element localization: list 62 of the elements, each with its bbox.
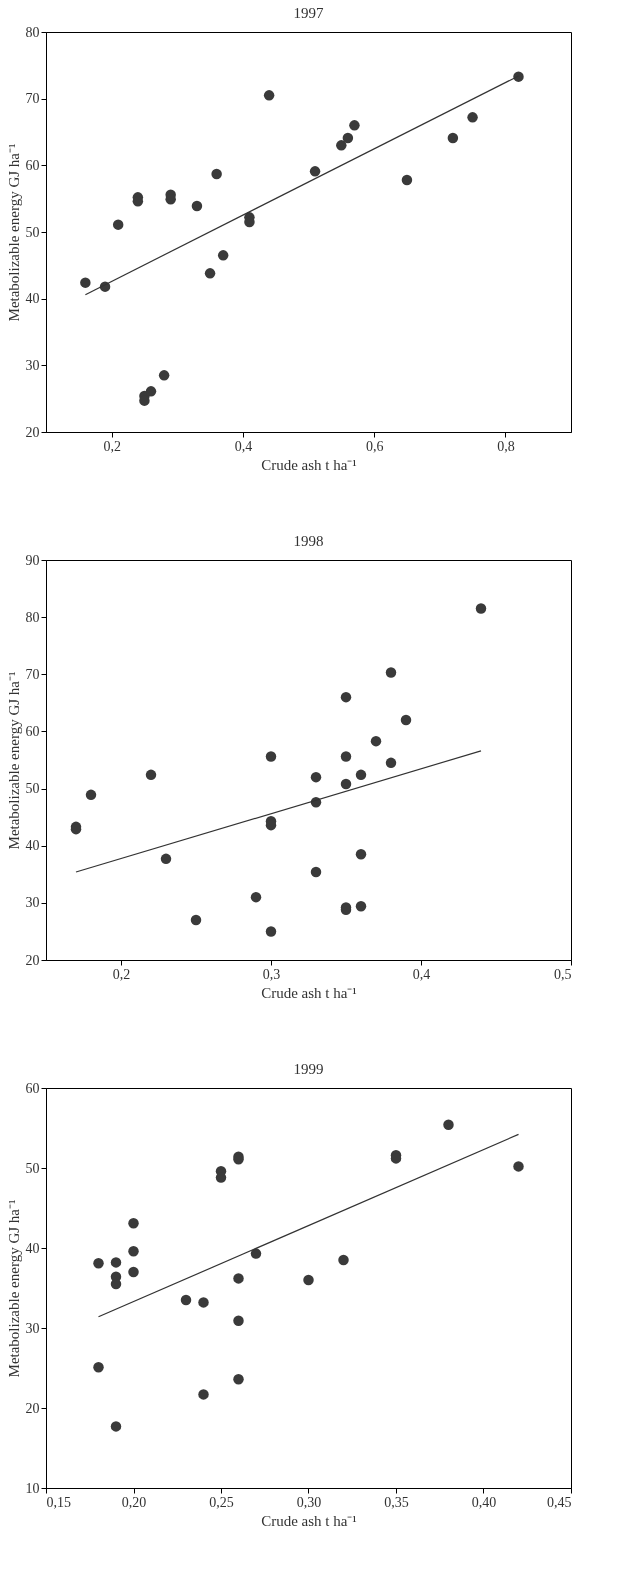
- y-tick-label: 50: [25, 781, 40, 797]
- y-tick-label: 80: [25, 609, 40, 625]
- x-tick-label: 0,4: [412, 966, 431, 982]
- point: [204, 268, 216, 279]
- chart-title: 1999: [293, 1061, 324, 1077]
- point: [145, 386, 157, 397]
- point: [191, 200, 203, 212]
- x-tick-label: 0,8: [497, 438, 515, 454]
- y-tick-label: 60: [25, 723, 40, 739]
- x-tick-label: 0,30: [296, 1494, 322, 1510]
- y-tick-label: 30: [25, 895, 40, 911]
- x-tick-label: 0,20: [121, 1494, 147, 1510]
- x-tick-label: 0,15: [46, 1494, 71, 1510]
- x-axis-title: Crude ash t ha⁻¹: [261, 456, 357, 473]
- point: [401, 174, 413, 186]
- y-tick-label: 10: [25, 1480, 40, 1496]
- point: [513, 71, 524, 82]
- x-tick-label: 0,4: [234, 438, 253, 454]
- x-tick-label: 0,3: [262, 966, 281, 982]
- x-tick-label: 0,35: [384, 1494, 409, 1510]
- y-tick-label: 70: [25, 91, 40, 107]
- y-tick-label: 50: [25, 1160, 40, 1176]
- x-axis-title: Crude ash t ha⁻¹: [261, 1512, 357, 1529]
- y-axis-title: Metabolizable energy GJ ha⁻¹: [5, 671, 22, 850]
- x-tick-label: 0,2: [103, 438, 121, 454]
- y-axis-title: Metabolizable energy GJ ha⁻¹: [5, 1199, 22, 1378]
- point: [349, 120, 360, 131]
- point: [336, 140, 347, 151]
- y-tick-label: 40: [25, 838, 40, 854]
- point: [309, 166, 321, 177]
- x-tick-label: 0,2: [112, 966, 131, 982]
- point: [158, 370, 170, 381]
- y-tick-label: 30: [25, 1320, 40, 1336]
- y-tick-label: 40: [25, 1240, 40, 1256]
- chart-title: 1997: [293, 5, 324, 21]
- x-tick-label: 0,40: [471, 1494, 497, 1510]
- y-tick-label: 20: [25, 952, 40, 968]
- y-tick-label: 90: [25, 552, 40, 568]
- y-tick-label: 60: [25, 1080, 40, 1096]
- x-axis-title: Crude ash t ha⁻¹: [261, 984, 357, 1001]
- point: [217, 250, 229, 261]
- point: [263, 90, 275, 101]
- y-axis-title: Metabolizable energy GJ ha⁻¹: [5, 143, 22, 322]
- y-tick-label: 50: [25, 224, 40, 240]
- y-tick-label: 20: [25, 1400, 40, 1416]
- y-tick-label: 60: [25, 157, 40, 173]
- x-tick-label: 0,5: [554, 966, 572, 982]
- x-tick-label: 0,6: [365, 438, 384, 454]
- x-tick-label: 0,25: [209, 1494, 234, 1510]
- y-tick-label: 30: [25, 357, 40, 373]
- point: [342, 132, 354, 144]
- x-tick-label: 0,45: [547, 1494, 572, 1510]
- y-tick-label: 70: [25, 666, 40, 682]
- point: [211, 168, 222, 180]
- point: [112, 219, 124, 230]
- point: [467, 112, 478, 123]
- y-tick-label: 80: [25, 24, 40, 40]
- y-tick-label: 40: [25, 291, 40, 307]
- y-tick-label: 20: [25, 424, 40, 440]
- point: [447, 132, 459, 144]
- point: [80, 277, 91, 288]
- chart-title: 1998: [293, 533, 324, 549]
